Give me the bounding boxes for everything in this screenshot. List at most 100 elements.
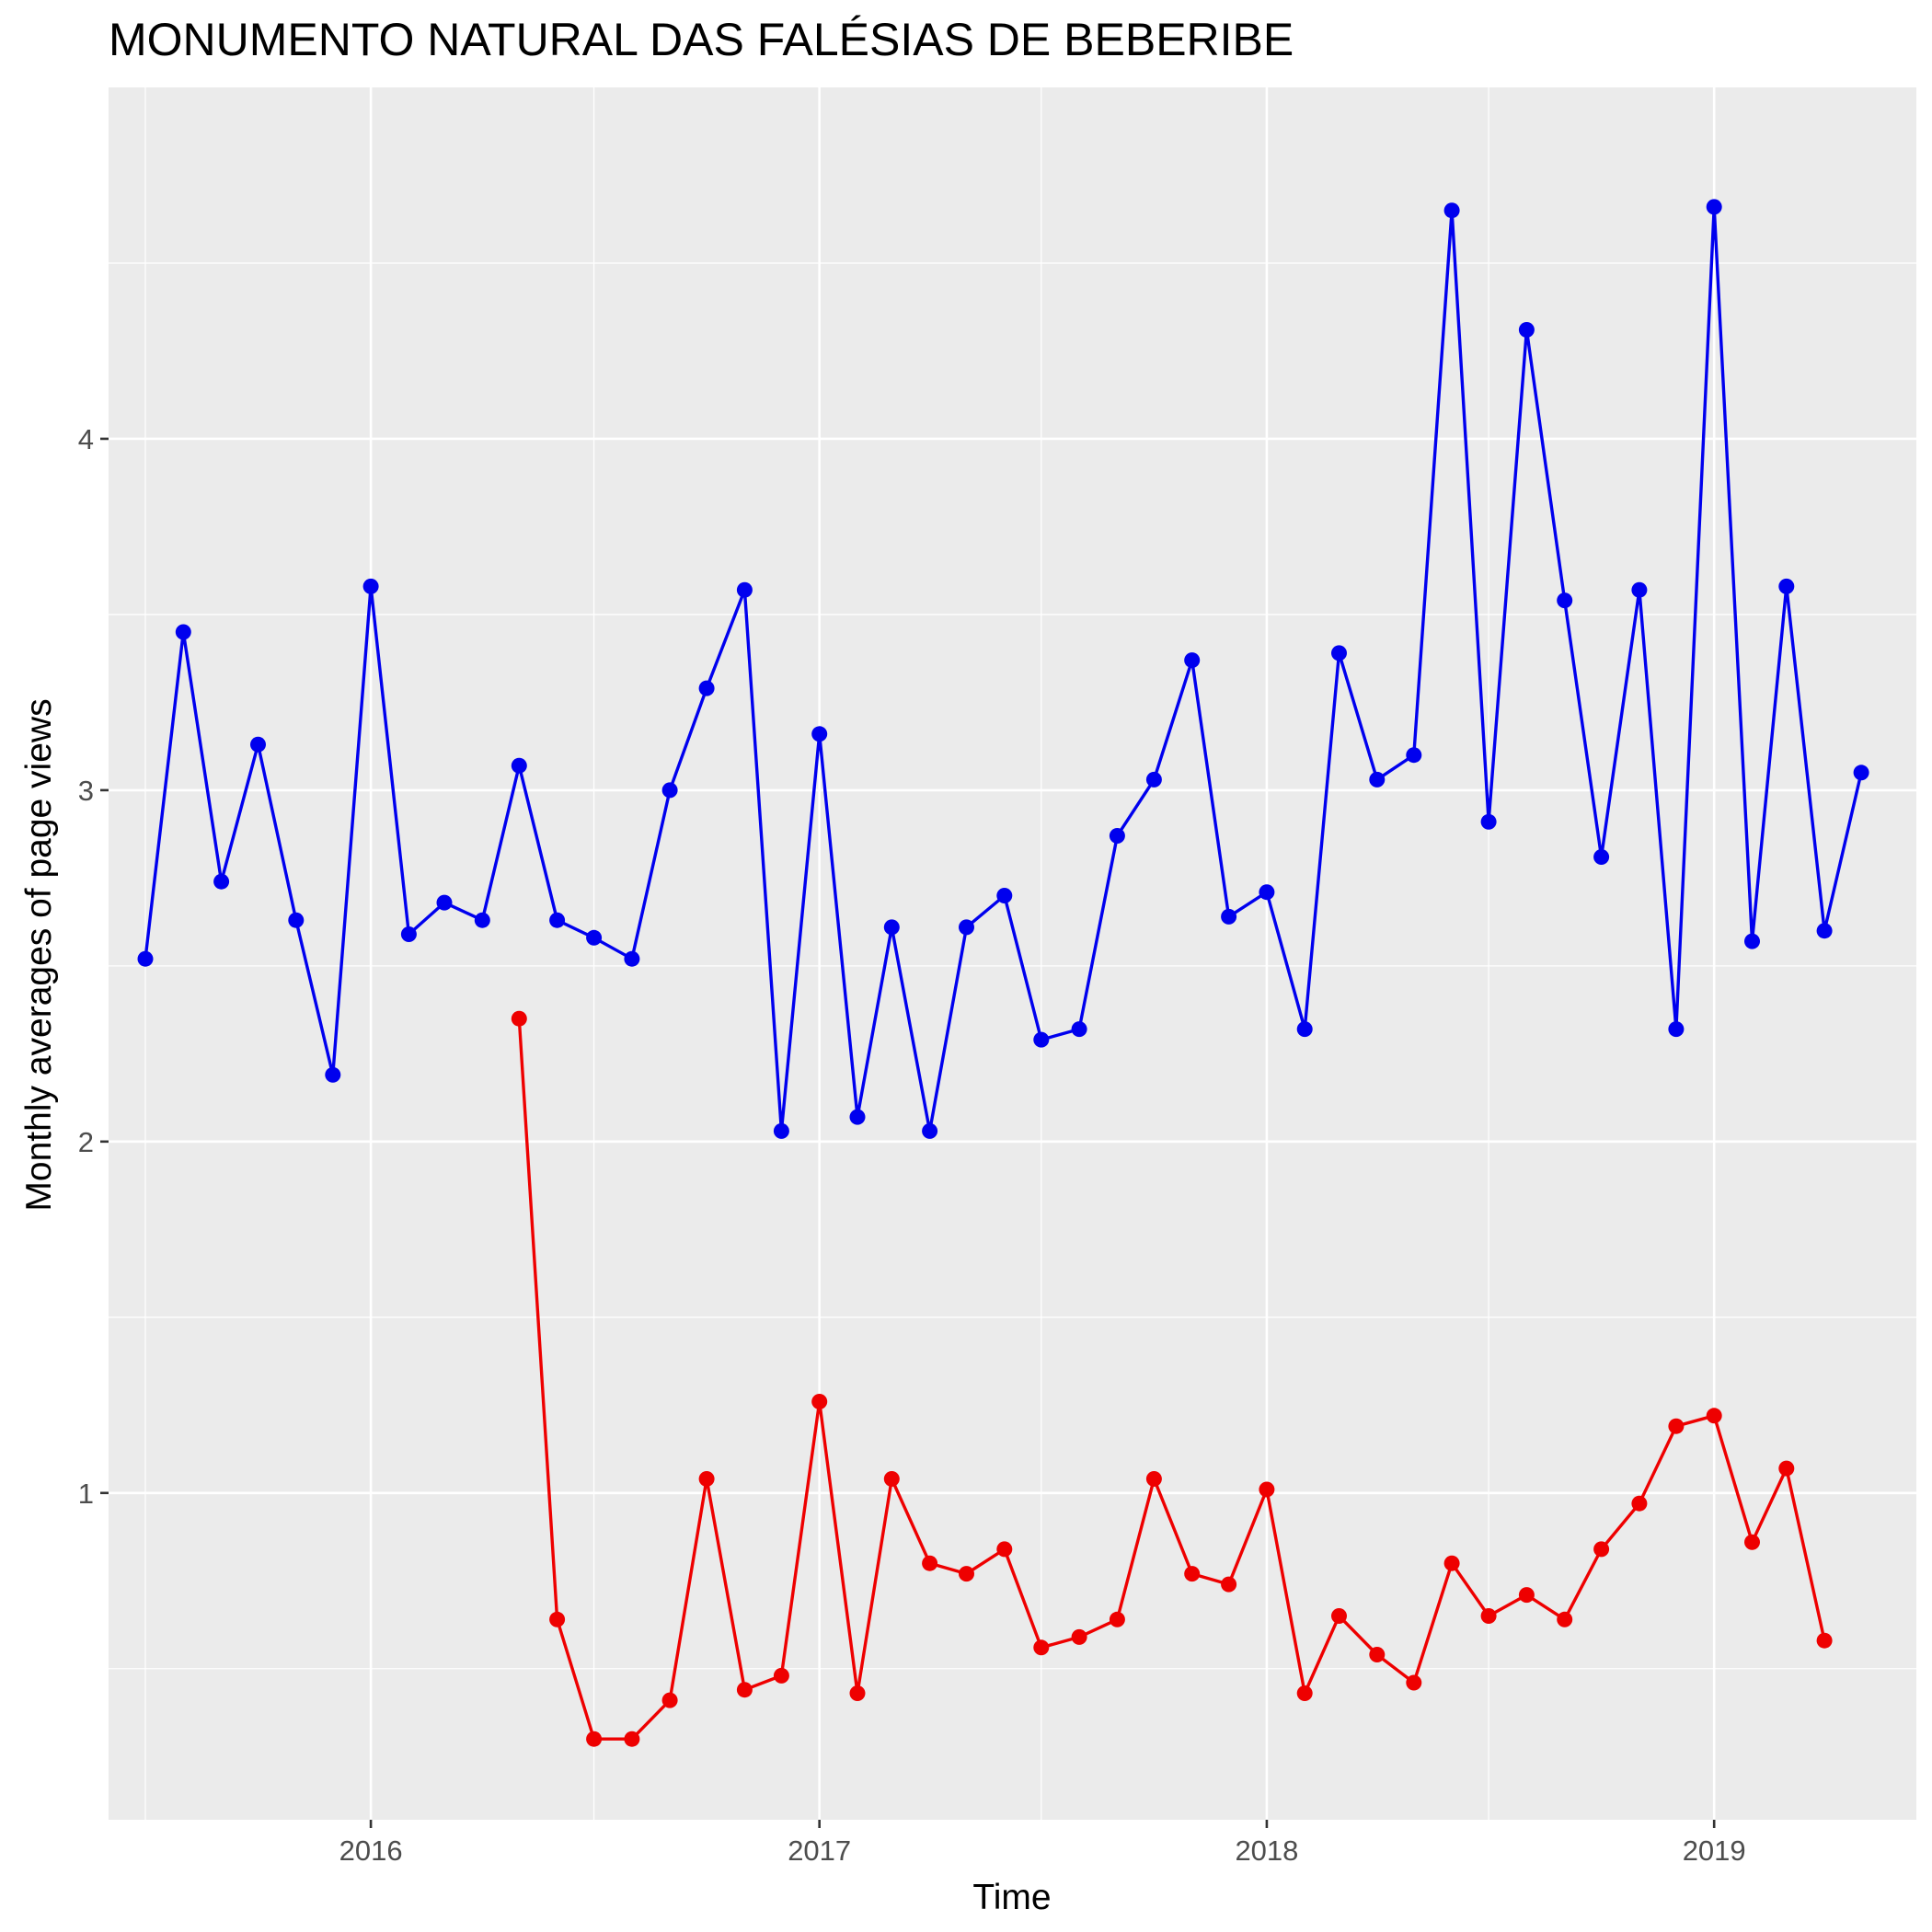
- plot-panel: [109, 87, 1916, 1820]
- axis-ticks: 1 2 3 4 2016 2017 2018 2019: [78, 423, 1746, 1867]
- data-point: [1109, 1611, 1125, 1627]
- data-point: [1369, 1647, 1386, 1662]
- data-point: [1631, 581, 1648, 598]
- data-point: [1816, 1632, 1833, 1649]
- data-point: [1259, 884, 1275, 901]
- data-point: [400, 926, 417, 942]
- data-point: [773, 1122, 789, 1139]
- data-point: [811, 1394, 828, 1409]
- data-point: [1593, 1541, 1610, 1558]
- data-point: [1480, 1608, 1497, 1624]
- x-tick-label: 2016: [339, 1834, 403, 1867]
- data-point: [1593, 849, 1610, 865]
- data-point: [698, 1471, 715, 1487]
- data-point: [849, 1109, 866, 1125]
- series-2: [511, 1010, 1833, 1747]
- data-point: [586, 929, 603, 946]
- data-point: [811, 726, 828, 742]
- data-point: [922, 1555, 938, 1571]
- data-point: [1221, 908, 1237, 925]
- data-point: [1706, 199, 1722, 215]
- data-point: [1518, 1587, 1535, 1604]
- data-point: [1406, 1674, 1422, 1691]
- data-point: [1557, 1611, 1573, 1627]
- data-point: [1145, 1471, 1162, 1487]
- data-point: [1109, 828, 1125, 844]
- data-point: [736, 581, 753, 598]
- data-point: [511, 1010, 527, 1027]
- data-point: [1480, 813, 1497, 830]
- y-tick-label: 3: [78, 775, 94, 807]
- x-axis-title: Time: [972, 1878, 1051, 1917]
- data-point: [1668, 1021, 1685, 1038]
- data-point: [624, 1731, 640, 1747]
- chart-title: MONUMENTO NATURAL DAS FALÉSIAS DE BEBERI…: [109, 14, 1294, 65]
- data-point: [1033, 1639, 1050, 1656]
- data-point: [586, 1731, 603, 1747]
- data-point: [959, 1566, 974, 1582]
- data-point: [1369, 771, 1386, 788]
- data-point: [1296, 1021, 1313, 1038]
- data-point: [1071, 1021, 1087, 1038]
- x-tick-label: 2017: [788, 1834, 851, 1867]
- data-point: [1184, 1566, 1201, 1582]
- data-point: [1331, 1608, 1347, 1624]
- data-point: [1145, 771, 1162, 788]
- data-point: [1296, 1685, 1313, 1701]
- data-point: [1033, 1031, 1050, 1048]
- y-tick-label: 1: [78, 1478, 94, 1510]
- data-point: [549, 1611, 566, 1627]
- data-point: [736, 1682, 753, 1698]
- data-point: [1778, 578, 1795, 594]
- data-point: [1668, 1418, 1685, 1434]
- data-point: [773, 1667, 789, 1684]
- data-point: [883, 1471, 900, 1487]
- x-tick-label: 2019: [1683, 1834, 1746, 1867]
- data-point: [549, 912, 566, 928]
- data-point: [1778, 1460, 1795, 1477]
- data-point: [1744, 1534, 1760, 1550]
- data-point: [1706, 1408, 1722, 1424]
- data-point: [436, 894, 453, 911]
- data-point: [288, 912, 305, 928]
- y-axis-title: Monthly averages of page views: [19, 698, 59, 1211]
- y-tick-label: 2: [78, 1126, 94, 1158]
- data-point: [1071, 1628, 1087, 1645]
- data-point: [624, 950, 640, 967]
- series-line: [517, 1018, 1826, 1741]
- data-point: [959, 919, 974, 936]
- data-point: [1631, 1495, 1648, 1512]
- data-point: [1744, 933, 1760, 949]
- x-tick-label: 2018: [1235, 1834, 1298, 1867]
- data-point: [849, 1685, 866, 1701]
- data-point: [922, 1122, 938, 1139]
- data-point: [511, 757, 527, 774]
- series-1: [137, 199, 1869, 1139]
- data-point: [474, 912, 490, 928]
- data-point: [362, 578, 379, 594]
- data-point: [1443, 202, 1460, 219]
- data-point: [213, 873, 230, 890]
- data-point: [996, 888, 1013, 903]
- major-gridlines: [109, 87, 1916, 1820]
- data-point: [137, 950, 154, 967]
- data-point: [1406, 747, 1422, 764]
- data-point: [698, 680, 715, 696]
- data-point: [325, 1066, 341, 1083]
- series-layer: [137, 199, 1869, 1747]
- data-point: [1853, 765, 1869, 781]
- data-point: [1518, 322, 1535, 338]
- data-point: [1557, 592, 1573, 609]
- data-point: [250, 736, 266, 753]
- data-point: [175, 624, 191, 640]
- y-tick-label: 4: [78, 423, 94, 455]
- data-point: [883, 919, 900, 936]
- data-point: [1443, 1555, 1460, 1571]
- data-point: [661, 1692, 678, 1708]
- data-point: [1184, 652, 1201, 669]
- data-point: [1331, 645, 1347, 661]
- data-point: [996, 1541, 1013, 1558]
- data-point: [1221, 1576, 1237, 1593]
- data-point: [661, 782, 678, 799]
